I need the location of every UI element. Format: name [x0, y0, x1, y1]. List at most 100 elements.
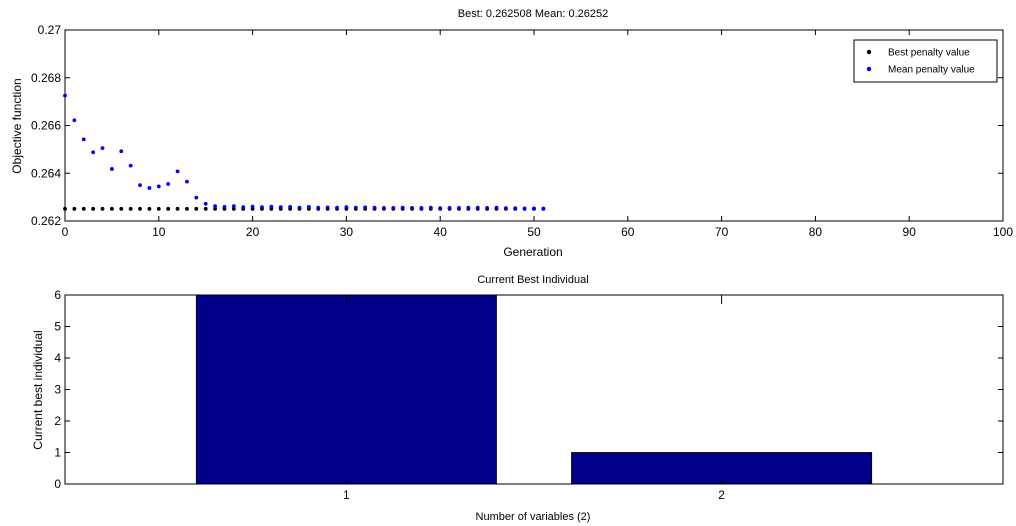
mean-penalty-point — [203, 201, 208, 206]
mean-penalty-point — [288, 205, 293, 209]
objective-x-axis-label: Generation — [503, 245, 562, 259]
mean-penalty-point — [81, 137, 86, 142]
mean-penalty-point — [466, 205, 471, 210]
mean-penalty-point — [457, 205, 461, 210]
mean-penalty-point — [372, 205, 377, 210]
x-tick-label: 1 — [343, 488, 350, 502]
x-tick-label: 40 — [434, 225, 448, 239]
mean-penalty-point — [147, 186, 152, 190]
mean-penalty-point — [325, 205, 330, 210]
mean-penalty-point — [269, 204, 274, 209]
best-individual-x-axis-label: Number of variables (2) — [476, 511, 591, 523]
best-penalty-point — [110, 206, 114, 211]
mean-penalty-point — [316, 205, 321, 210]
mean-penalty-point — [475, 205, 480, 210]
mean-penalty-point — [344, 205, 349, 210]
best-penalty-point — [147, 206, 152, 211]
mean-penalty-point — [447, 205, 452, 210]
best-penalty-point — [175, 206, 180, 211]
best-penalty-point — [185, 206, 189, 211]
y-tick-label: 0.262 — [31, 214, 61, 228]
mean-penalty-point — [503, 206, 508, 211]
best-penalty-series — [63, 206, 546, 211]
mean-penalty-point — [363, 205, 368, 210]
mean-penalty-point — [419, 205, 424, 210]
objective-axes: Best: 0.262508 Mean: 0.26252 0 10 20 30 40 50… — [10, 8, 1013, 259]
x-tick-label: 30 — [340, 225, 354, 239]
legend-label-best: Best penalty value — [888, 48, 970, 59]
legend-box — [853, 39, 998, 83]
mean-penalty-point — [335, 205, 339, 210]
y-tick-label: 3 — [54, 383, 61, 397]
mean-penalty-point — [72, 118, 77, 123]
mean-penalty-point — [353, 205, 358, 210]
mean-penalty-point — [513, 206, 518, 211]
mean-penalty-point — [391, 205, 396, 210]
mean-penalty-point — [100, 146, 105, 151]
x-tick-label: 90 — [903, 225, 917, 239]
mean-penalty-point — [231, 204, 236, 209]
mean-penalty-point — [63, 93, 67, 98]
best-penalty-point — [63, 206, 67, 211]
best-penalty-point — [156, 206, 161, 211]
mean-penalty-point — [382, 205, 386, 210]
y-tick-label: 1 — [54, 446, 61, 460]
best-penalty-point — [100, 206, 105, 211]
y-tick-label: 0.27 — [38, 23, 62, 37]
y-tick-label: 2 — [54, 414, 61, 428]
mean-penalty-point — [278, 205, 283, 210]
mean-penalty-point — [175, 169, 180, 174]
x-tick-label: 80 — [809, 225, 823, 239]
best-individual-y-ticks: 0 1 2 3 4 5 6 — [54, 288, 1003, 491]
mean-penalty-point — [166, 182, 171, 186]
mean-penalty-point — [485, 205, 489, 210]
mean-penalty-point — [428, 205, 433, 210]
best-penalty-point — [166, 206, 171, 211]
x-tick-label: 70 — [715, 225, 729, 239]
best-penalty-point — [119, 206, 124, 211]
y-tick-label: 6 — [54, 288, 61, 302]
y-tick-label: 5 — [54, 320, 61, 334]
mean-penalty-point — [306, 205, 311, 209]
x-tick-label: 20 — [246, 225, 260, 239]
best-individual-y-axis-label: Current best individual — [31, 330, 45, 449]
mean-penalty-series — [63, 93, 546, 211]
y-tick-label: 0.266 — [31, 119, 61, 133]
y-tick-label: 4 — [54, 351, 61, 365]
mean-penalty-point — [260, 205, 264, 210]
best-penalty-point — [72, 206, 77, 211]
mean-penalty-point — [494, 205, 499, 210]
legend-label-mean: Mean penalty value — [888, 65, 975, 76]
x-tick-label: 10 — [152, 225, 166, 239]
mean-penalty-point — [91, 150, 96, 155]
x-tick-label: 100 — [993, 225, 1013, 239]
best-penalty-point — [194, 206, 199, 211]
y-tick-label: 0 — [54, 477, 61, 491]
objective-chart-title: Best: 0.262508 Mean: 0.26252 — [458, 8, 608, 20]
best-individual-bars — [195, 294, 873, 485]
mean-penalty-point — [128, 163, 133, 168]
x-tick-label: 50 — [527, 225, 541, 239]
y-tick-label: 0.268 — [31, 71, 61, 85]
best-penalty-point — [81, 206, 86, 211]
mean-penalty-point — [522, 206, 527, 211]
best-penalty-point — [203, 206, 208, 211]
mean-penalty-point — [213, 204, 217, 209]
mean-penalty-point — [194, 195, 199, 200]
mean-penalty-point — [541, 206, 546, 211]
bar-variable-2 — [571, 452, 873, 485]
x-tick-label: 60 — [621, 225, 635, 239]
objective-series — [63, 93, 546, 211]
best-penalty-point — [231, 206, 236, 211]
mean-penalty-point — [222, 205, 227, 209]
best-penalty-point — [138, 206, 142, 211]
best-penalty-point — [213, 206, 217, 211]
mean-penalty-point — [250, 204, 255, 209]
best-individual-chart-title: Current Best Individual — [477, 274, 588, 286]
legend-marker-best — [866, 49, 872, 55]
mean-penalty-point — [156, 184, 161, 189]
best-penalty-point — [91, 206, 96, 211]
